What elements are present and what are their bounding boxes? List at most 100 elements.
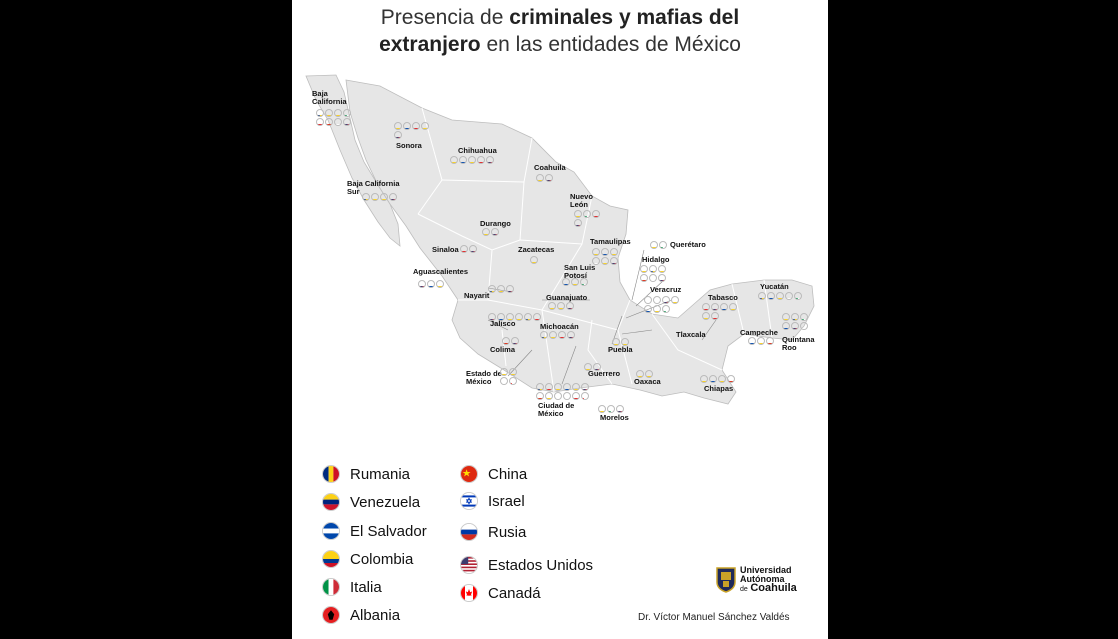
colombia-flag-icon — [482, 228, 490, 236]
usa-flag-icon — [394, 131, 402, 139]
israel-flag-icon — [563, 392, 571, 400]
state-label: Tlaxcala — [676, 330, 706, 339]
state-flags — [636, 370, 666, 378]
italy-flag-icon — [583, 210, 591, 218]
colombia-flag-icon — [530, 256, 538, 264]
state-flags — [418, 280, 448, 288]
el-salvador-flag-icon — [767, 292, 775, 300]
colombia-flag-icon — [334, 109, 342, 117]
state-flags — [640, 265, 670, 282]
italy-flag-icon — [343, 109, 351, 117]
state-flags — [450, 156, 510, 164]
usa-flag-icon — [460, 556, 478, 574]
venezuela-flag-icon — [700, 375, 708, 383]
state-flags — [394, 122, 434, 139]
romania-flag-icon — [791, 313, 799, 321]
legend-label: Canadá — [488, 584, 541, 602]
state-flags — [488, 313, 548, 321]
venezuela-flag-icon — [450, 156, 458, 164]
legend-label: Albania — [350, 606, 401, 624]
colombia-flag-icon — [658, 265, 666, 273]
china-flag-icon — [536, 392, 544, 400]
china-flag-icon — [325, 118, 333, 126]
albania-flag-icon — [412, 122, 420, 130]
colombia-flag-icon — [500, 368, 508, 376]
legend-item-italia: Italia — [322, 578, 382, 596]
legend-item-usa: Estados Unidos — [460, 556, 593, 574]
italy-flag-icon — [662, 305, 670, 313]
author-credit: Dr. Víctor Manuel Sánchez Valdés — [638, 612, 790, 623]
usa-flag-icon — [491, 228, 499, 236]
state-label: Nuevo León — [570, 192, 593, 209]
canada-flag-icon — [460, 584, 478, 602]
state-label: Puebla — [608, 345, 633, 354]
colombia-flag-icon — [497, 285, 505, 293]
legend-item-rumania: Rumania — [322, 465, 410, 483]
legend-item-venezuela: Venezuela — [322, 493, 420, 511]
usa-flag-icon — [343, 118, 351, 126]
usa-flag-icon — [488, 313, 496, 321]
venezuela-flag-icon — [509, 368, 517, 376]
state-flags — [598, 405, 628, 413]
italy-flag-icon — [580, 278, 588, 286]
state-flags — [758, 292, 808, 300]
russia-flag-icon — [460, 523, 478, 541]
venezuela-flag-icon — [548, 302, 556, 310]
state-label: Sonora — [396, 141, 422, 150]
colombia-flag-icon — [572, 383, 580, 391]
colombia-flag-icon — [650, 241, 658, 249]
legend-label: Rusia — [488, 523, 527, 541]
shield-icon — [716, 567, 736, 593]
venezuela-flag-icon — [325, 109, 333, 117]
china-flag-icon — [640, 274, 648, 282]
legend-item-rusia: Rusia — [460, 523, 526, 541]
state-label: Aguascalientes — [413, 267, 469, 276]
albania-flag-icon — [477, 156, 485, 164]
romania-flag-icon — [758, 292, 766, 300]
state-flags — [548, 302, 578, 310]
state-flags — [488, 285, 518, 293]
albania-flag-icon — [558, 331, 566, 339]
usa-flag-icon — [506, 285, 514, 293]
state-flags — [536, 383, 596, 400]
albania-flag-icon — [711, 312, 719, 320]
usa-flag-icon — [574, 219, 582, 227]
venezuela-flag-icon — [380, 193, 388, 201]
state-flags — [644, 296, 684, 313]
el-salvador-flag-icon — [748, 337, 756, 345]
state-flags — [748, 337, 778, 345]
el-salvador-flag-icon — [322, 522, 340, 540]
china-flag-icon — [727, 375, 735, 383]
legend-label: Israel — [488, 492, 525, 510]
colombia-flag-icon — [574, 210, 582, 218]
colombia-flag-icon — [653, 305, 661, 313]
albania-flag-icon — [322, 606, 340, 624]
colombia-flag-icon — [610, 248, 618, 256]
colombia-flag-icon — [394, 122, 402, 130]
state-label: Guanajuato — [546, 293, 588, 302]
state-flags — [482, 228, 512, 236]
venezuela-flag-icon — [592, 248, 600, 256]
usa-flag-icon — [711, 303, 719, 311]
state-flags — [782, 313, 812, 330]
venezuela-flag-icon — [554, 383, 562, 391]
state-label: Querétaro — [670, 240, 706, 249]
state-label: Jalisco — [490, 319, 516, 328]
usa-flag-icon — [593, 363, 601, 371]
colombia-flag-icon — [371, 193, 379, 201]
colombia-flag-icon — [776, 292, 784, 300]
state-label: Baja California — [312, 89, 347, 106]
italy-flag-icon — [659, 241, 667, 249]
legend-label: El Salvador — [350, 522, 427, 540]
legend-label: China — [488, 465, 528, 483]
state-label: Quintana Roo — [782, 335, 815, 352]
page-title: Presencia de criminales y mafias del ext… — [379, 6, 741, 56]
colombia-flag-icon — [636, 370, 644, 378]
legend-label: Estados Unidos — [488, 556, 594, 574]
state-label: Morelos — [600, 413, 629, 422]
state-flags — [574, 210, 604, 227]
state-flags — [700, 375, 740, 383]
legend-label: Rumania — [350, 465, 411, 483]
venezuela-flag-icon — [601, 257, 609, 265]
legend-label: Italia — [350, 578, 382, 596]
